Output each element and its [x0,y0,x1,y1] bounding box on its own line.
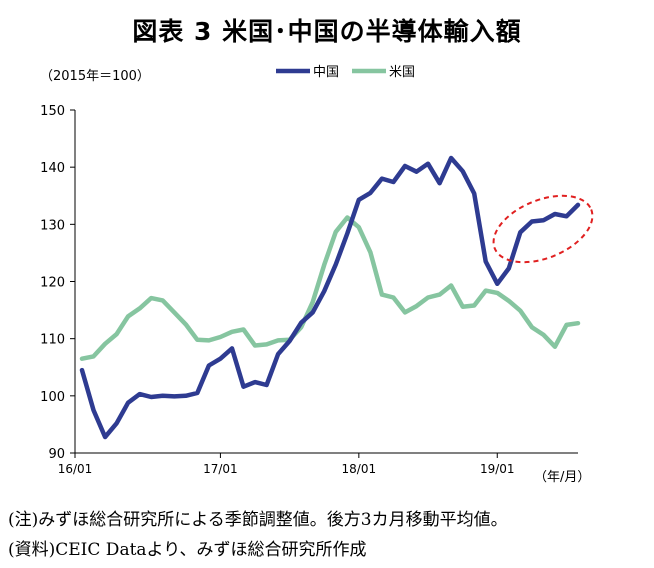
y-unit-label: （2015年＝100） [40,69,150,84]
y-tick-label: 120 [40,276,65,291]
x-tick-label: 17/01 [203,462,238,476]
axes: 90 100 110 120 130 140 150 16/01 17/01 18/01 19/01… [40,69,590,485]
y-tick-label: 90 [48,447,65,462]
line-chart: 90 100 110 120 130 140 150 16/01 17/01 18/01 19/01… [40,65,594,485]
series-lines [79,155,581,440]
legend: 中国 米国 [276,65,415,80]
annotations [492,194,594,264]
y-tick-label: 140 [40,161,65,176]
highlight-ellipse [492,194,594,264]
x-unit-label: （年/月） [534,470,590,485]
footnote: (注)みずほ総合研究所による季節調整値。後方3カ月移動平均値。 [8,510,508,530]
x-tick-label: 18/01 [342,462,377,476]
y-tick-label: 130 [40,218,65,233]
legend-usa-label: 米国 [389,65,415,80]
y-tick-label: 100 [40,390,65,405]
chart-title: 図表 3 米国･中国の半導体輸入額 [132,17,522,46]
x-tick-label: 16/01 [58,462,93,476]
series-line-china [79,155,581,440]
source-note: (資料)CEIC Dataより、みずほ総合研究所作成 [8,540,367,560]
legend-china-label: 中国 [313,65,339,80]
series-line-usa [79,215,581,361]
y-tick-label: 150 [40,104,65,119]
x-tick-label: 19/01 [480,462,515,476]
y-tick-label: 110 [40,333,65,348]
